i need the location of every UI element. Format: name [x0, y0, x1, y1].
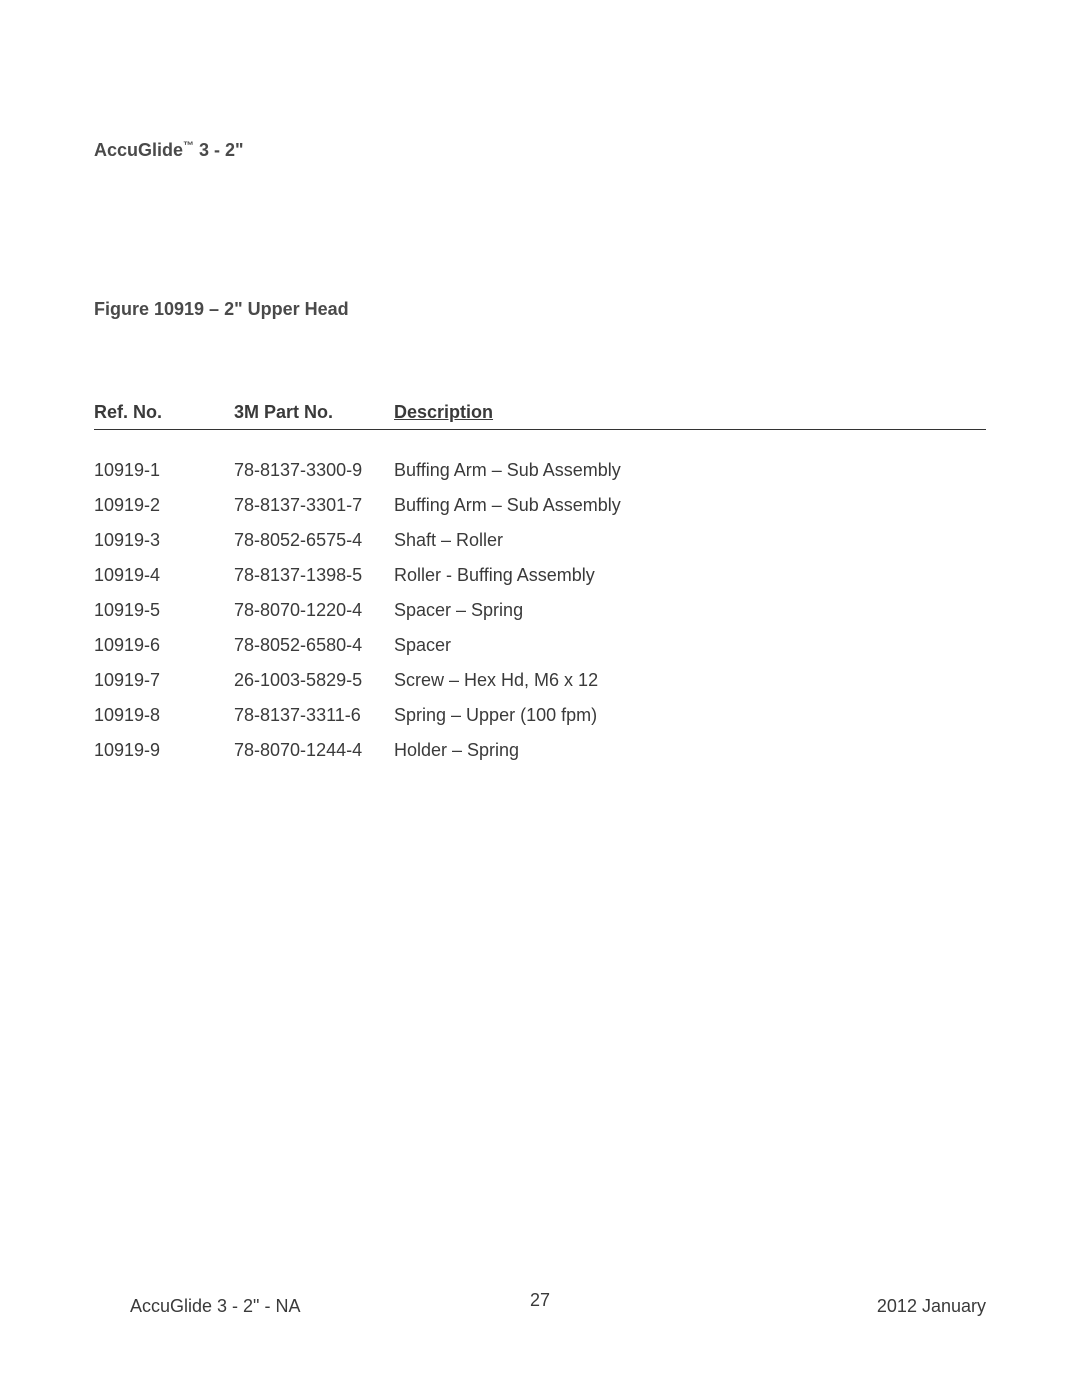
table-header-row: Ref. No. 3M Part No. Description	[94, 402, 986, 430]
cell-part: 26-1003-5829-5	[234, 663, 394, 698]
product-suffix: 3 - 2"	[194, 140, 244, 160]
cell-ref: 10919-6	[94, 628, 234, 663]
cell-desc: Buffing Arm – Sub Assembly	[394, 488, 986, 523]
parts-table: Ref. No. 3M Part No. Description 10919-1…	[94, 402, 986, 768]
cell-desc: Holder – Spring	[394, 733, 986, 768]
cell-desc: Shaft – Roller	[394, 523, 986, 558]
cell-desc: Spacer – Spring	[394, 593, 986, 628]
page-footer: AccuGlide 3 - 2" - NA 27 2012 January	[0, 1296, 1080, 1317]
footer-right: 2012 January	[877, 1296, 986, 1317]
trademark-symbol: ™	[183, 140, 194, 152]
cell-ref: 10919-8	[94, 698, 234, 733]
cell-ref: 10919-9	[94, 733, 234, 768]
cell-ref: 10919-5	[94, 593, 234, 628]
product-name: AccuGlide	[94, 140, 183, 160]
cell-part: 78-8070-1244-4	[234, 733, 394, 768]
table-row: 10919-8 78-8137-3311-6 Spring – Upper (1…	[94, 698, 986, 733]
cell-desc: Screw – Hex Hd, M6 x 12	[394, 663, 986, 698]
document-title: AccuGlide™ 3 - 2"	[94, 140, 986, 161]
cell-desc: Buffing Arm – Sub Assembly	[394, 430, 986, 489]
figure-title: Figure 10919 – 2" Upper Head	[94, 299, 986, 320]
table-row: 10919-2 78-8137-3301-7 Buffing Arm – Sub…	[94, 488, 986, 523]
table-row: 10919-1 78-8137-3300-9 Buffing Arm – Sub…	[94, 430, 986, 489]
table-row: 10919-7 26-1003-5829-5 Screw – Hex Hd, M…	[94, 663, 986, 698]
cell-part: 78-8052-6575-4	[234, 523, 394, 558]
footer-left: AccuGlide 3 - 2" - NA	[130, 1296, 300, 1317]
cell-ref: 10919-1	[94, 430, 234, 489]
table-row: 10919-4 78-8137-1398-5 Roller - Buffing …	[94, 558, 986, 593]
column-header-part: 3M Part No.	[234, 402, 394, 430]
cell-part: 78-8137-1398-5	[234, 558, 394, 593]
cell-desc: Spacer	[394, 628, 986, 663]
table-row: 10919-9 78-8070-1244-4 Holder – Spring	[94, 733, 986, 768]
cell-part: 78-8137-3300-9	[234, 430, 394, 489]
table-row: 10919-3 78-8052-6575-4 Shaft – Roller	[94, 523, 986, 558]
cell-ref: 10919-3	[94, 523, 234, 558]
cell-part: 78-8052-6580-4	[234, 628, 394, 663]
column-header-desc: Description	[394, 402, 986, 430]
column-header-ref: Ref. No.	[94, 402, 234, 430]
table-body: 10919-1 78-8137-3300-9 Buffing Arm – Sub…	[94, 430, 986, 769]
cell-part: 78-8137-3311-6	[234, 698, 394, 733]
table-row: 10919-6 78-8052-6580-4 Spacer	[94, 628, 986, 663]
cell-ref: 10919-4	[94, 558, 234, 593]
cell-ref: 10919-7	[94, 663, 234, 698]
footer-page-number: 27	[530, 1290, 550, 1311]
cell-part: 78-8137-3301-7	[234, 488, 394, 523]
cell-desc: Roller - Buffing Assembly	[394, 558, 986, 593]
cell-desc: Spring – Upper (100 fpm)	[394, 698, 986, 733]
table-row: 10919-5 78-8070-1220-4 Spacer – Spring	[94, 593, 986, 628]
cell-ref: 10919-2	[94, 488, 234, 523]
cell-part: 78-8070-1220-4	[234, 593, 394, 628]
